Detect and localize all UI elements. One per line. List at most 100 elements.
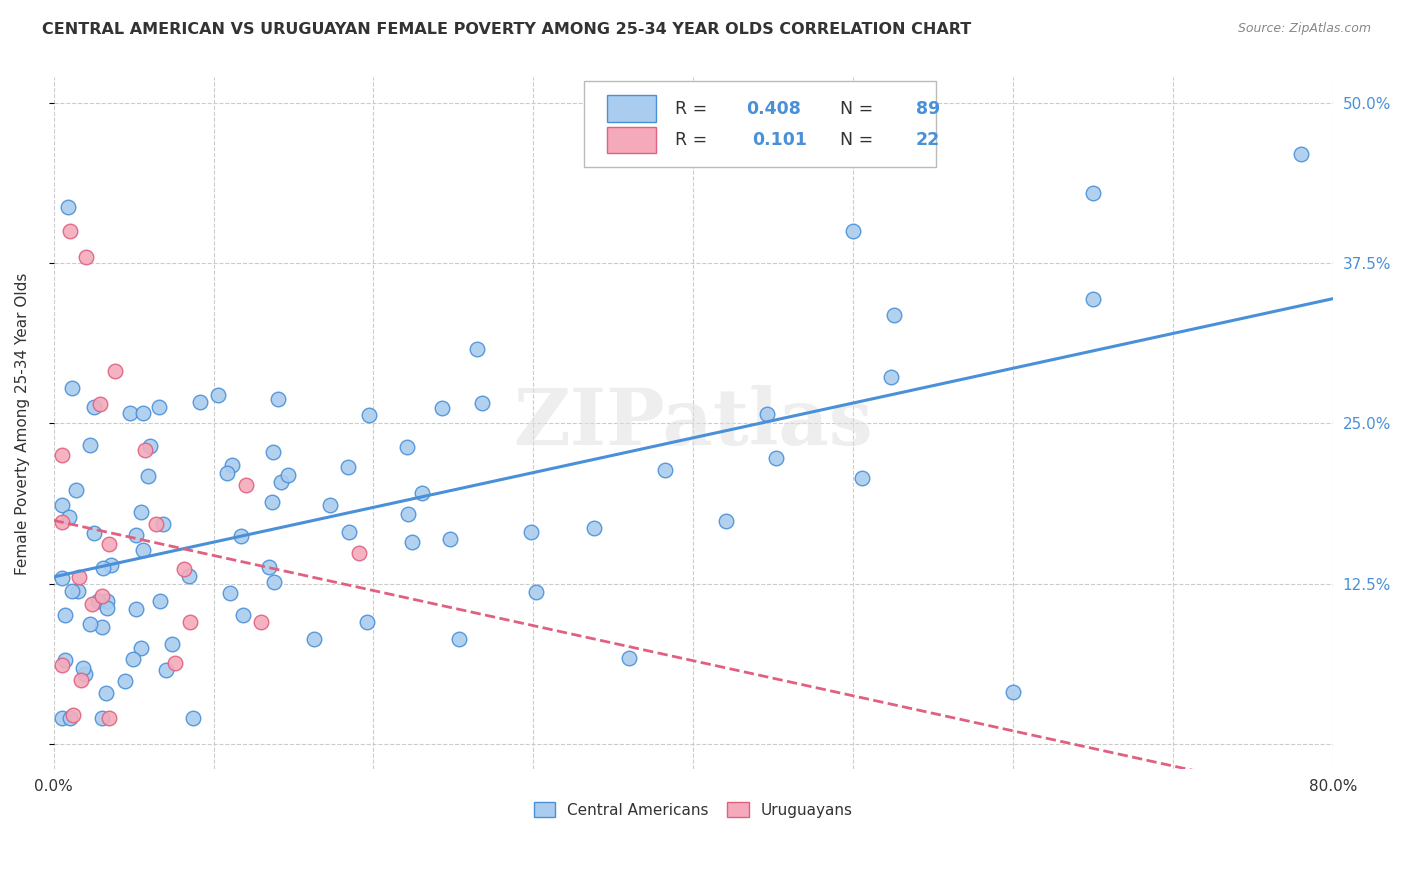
Point [347, 546, 370, 560]
Point [51, 658, 73, 673]
Point [188, 395, 211, 409]
Text: ZIPatlas: ZIPatlas [513, 385, 873, 461]
Point [65, 483, 87, 497]
Point [94, 686, 117, 700]
Point [79, 437, 101, 451]
Point [96, 594, 118, 608]
Point [439, 532, 461, 546]
Point [262, 445, 284, 459]
Point [59, 711, 82, 725]
Point [880, 370, 903, 384]
Point [851, 471, 873, 485]
Point [67, 570, 90, 584]
Point [73, 667, 96, 681]
Point [262, 494, 284, 508]
Point [716, 514, 738, 528]
Point [51, 711, 73, 725]
Point [883, 309, 905, 323]
Point [181, 711, 204, 725]
Text: Source: ZipAtlas.com: Source: ZipAtlas.com [1237, 22, 1371, 36]
Point [221, 458, 243, 472]
Point [755, 407, 778, 421]
Point [56, 200, 79, 214]
Point [145, 516, 167, 531]
Point [1081, 292, 1104, 306]
Point [104, 364, 127, 378]
Point [302, 632, 325, 647]
Point [471, 396, 494, 410]
Point [91, 711, 114, 725]
Point [1081, 186, 1104, 200]
Text: 0.408: 0.408 [745, 100, 800, 118]
Point [155, 663, 177, 677]
Point [62, 708, 84, 723]
Point [447, 632, 470, 646]
Point [87, 594, 110, 608]
Point [152, 516, 174, 531]
Point [125, 527, 148, 541]
Point [356, 615, 378, 629]
Point [524, 585, 547, 599]
Point [411, 486, 433, 500]
Point [359, 409, 381, 423]
Point [83, 400, 105, 414]
Text: R =: R = [675, 131, 718, 149]
Point [90, 590, 112, 604]
Point [396, 440, 419, 454]
Point [96, 600, 118, 615]
Point [148, 400, 170, 414]
Point [51, 515, 73, 529]
Point [51, 571, 73, 585]
Text: N =: N = [828, 100, 879, 118]
Point [1289, 147, 1312, 161]
Text: N =: N = [828, 131, 879, 149]
Point [139, 440, 162, 454]
Point [654, 463, 676, 477]
Point [1001, 685, 1024, 699]
Point [336, 459, 359, 474]
Point [91, 561, 114, 575]
Point [257, 560, 280, 574]
Point [51, 448, 73, 462]
Point [337, 524, 360, 539]
Point [267, 392, 290, 406]
Point [235, 478, 257, 492]
Point [179, 569, 201, 583]
Point [51, 498, 73, 512]
Point [100, 558, 122, 572]
Point [98, 711, 121, 725]
Point [129, 505, 152, 519]
Y-axis label: Female Poverty Among 25-34 Year Olds: Female Poverty Among 25-34 Year Olds [15, 272, 30, 574]
Point [619, 651, 641, 665]
Point [89, 397, 111, 411]
Point [75, 250, 97, 264]
Point [319, 498, 342, 512]
Point [60, 584, 83, 599]
Point [465, 343, 488, 357]
Point [69, 673, 91, 688]
Point [519, 524, 541, 539]
Point [765, 451, 787, 466]
Point [207, 388, 229, 402]
Text: R =: R = [675, 100, 713, 118]
Point [121, 652, 143, 666]
Point [72, 661, 94, 675]
Point [277, 468, 299, 483]
Point [173, 562, 195, 576]
Point [59, 224, 82, 238]
Point [582, 521, 605, 535]
Point [83, 526, 105, 541]
Point [129, 640, 152, 655]
Text: 0.101: 0.101 [752, 131, 807, 149]
Point [118, 406, 141, 420]
Text: 22: 22 [915, 131, 941, 149]
Text: CENTRAL AMERICAN VS URUGUAYAN FEMALE POVERTY AMONG 25-34 YEAR OLDS CORRELATION C: CENTRAL AMERICAN VS URUGUAYAN FEMALE POV… [42, 22, 972, 37]
Point [215, 467, 238, 481]
Point [114, 674, 136, 689]
Point [270, 475, 292, 490]
Point [232, 608, 254, 623]
FancyBboxPatch shape [607, 95, 657, 121]
Point [60, 381, 83, 395]
Point [132, 406, 155, 420]
Point [136, 469, 159, 483]
